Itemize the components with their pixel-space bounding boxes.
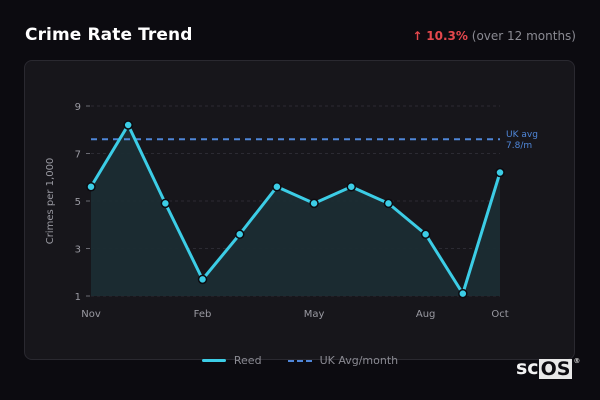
legend-item-uk-avg[interactable]: UK Avg/month xyxy=(287,354,399,367)
data-point[interactable] xyxy=(495,167,505,178)
logo-text: sc xyxy=(516,357,539,379)
change-percent: 10.3% xyxy=(426,29,468,43)
page-title: Crime Rate Trend xyxy=(25,25,193,45)
data-point[interactable] xyxy=(346,182,357,192)
data-point[interactable] xyxy=(123,120,133,130)
x-tick-label: Feb xyxy=(194,309,212,320)
data-point[interactable] xyxy=(272,182,282,192)
series-line-reed xyxy=(89,123,502,296)
data-point[interactable] xyxy=(197,274,208,285)
x-tick-label: Oct xyxy=(491,309,508,320)
x-tick-label: Nov xyxy=(81,309,101,320)
data-point[interactable] xyxy=(86,182,96,192)
y-tick-label: 9 xyxy=(75,102,81,113)
y-axis-label: Crimes per 1,000 xyxy=(45,158,56,245)
avg-annotation: UK avg xyxy=(506,130,538,140)
chart-legend: Reed UK Avg/month xyxy=(0,354,600,367)
legend-item-reed[interactable]: Reed xyxy=(201,354,262,367)
trend-change: ↑ 10.3% (over 12 months) xyxy=(412,29,576,43)
arrow-up-icon: ↑ xyxy=(412,29,423,43)
x-tick-label: Aug xyxy=(416,309,436,320)
solid-line-swatch-icon xyxy=(201,359,226,362)
change-period: (over 12 months) xyxy=(471,29,576,43)
y-tick-label: 1 xyxy=(75,292,81,303)
legend-label: Reed xyxy=(233,354,262,367)
dashed-line-swatch-icon xyxy=(287,359,312,362)
registered-mark: ® xyxy=(573,357,581,365)
avg-annotation: 7.8/m xyxy=(506,141,532,151)
data-point[interactable] xyxy=(160,198,171,209)
data-point[interactable] xyxy=(458,288,468,299)
y-tick-label: 7 xyxy=(75,150,81,161)
logo-text-box: OS xyxy=(538,358,573,380)
area-fill xyxy=(91,125,500,296)
y-tick-label: 5 xyxy=(75,197,81,208)
legend-label: UK Avg/month xyxy=(319,354,399,367)
data-point[interactable] xyxy=(383,198,394,209)
x-tick-label: May xyxy=(304,309,325,320)
data-point[interactable] xyxy=(420,229,431,239)
data-point[interactable] xyxy=(234,229,245,239)
scos-logo: sc OS ® xyxy=(516,357,580,379)
y-tick-label: 3 xyxy=(75,245,81,256)
data-point[interactable] xyxy=(309,198,319,209)
